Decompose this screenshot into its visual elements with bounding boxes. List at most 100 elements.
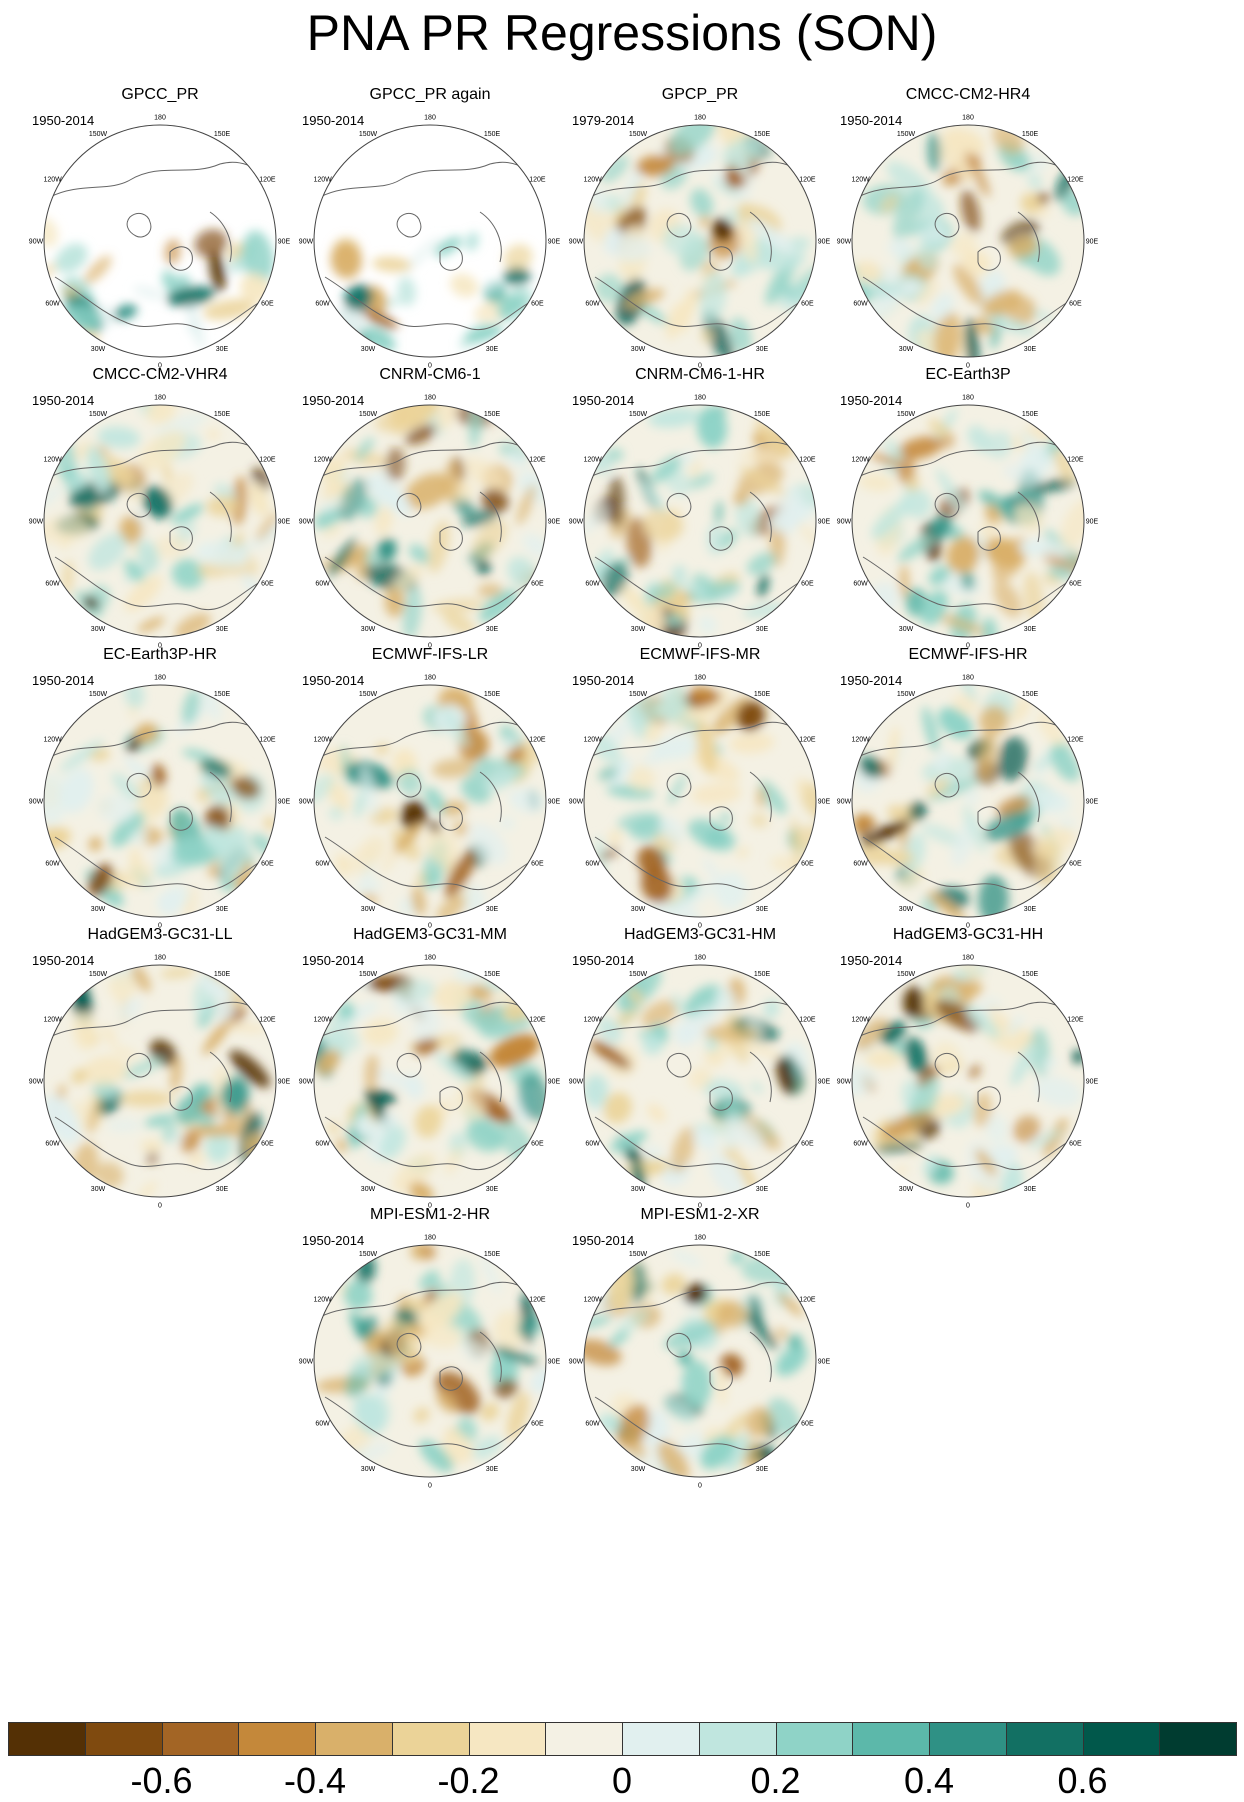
longitude-label: 0 xyxy=(966,643,970,650)
field-blob xyxy=(985,1114,1008,1145)
longitude-label: 30W xyxy=(631,906,646,913)
field-blob xyxy=(893,1165,909,1175)
longitude-label: 60E xyxy=(261,301,274,308)
field-blob xyxy=(1020,192,1042,214)
field-blob xyxy=(854,1018,888,1051)
field-blob xyxy=(776,1056,795,1095)
field-blob xyxy=(202,298,256,321)
field-blob xyxy=(880,194,899,213)
longitude-label: 60E xyxy=(531,581,544,588)
longitude-label: 120W xyxy=(43,1017,62,1024)
field-blob xyxy=(922,706,939,752)
longitude-label: 120E xyxy=(799,1297,816,1304)
longitude-label: 0 xyxy=(428,1483,432,1490)
longitude-label: 120E xyxy=(799,177,816,184)
field-blob xyxy=(881,1110,933,1139)
map-panel: MPI-ESM1-2-HR 1950-2014 180 150E 120E 90E 60E 3… xyxy=(290,1206,570,1506)
panel-title: EC-Earth3P xyxy=(925,366,1011,383)
field-blob xyxy=(55,243,88,273)
field-blob xyxy=(961,250,991,276)
longitude-label: 150E xyxy=(754,131,771,138)
longitude-label: 60W xyxy=(853,1141,868,1148)
field-blob xyxy=(154,841,174,870)
polar-map: 180 150E 120E 90E 60E 30E 0 30W 60W 90W 120W 150W xyxy=(29,675,291,930)
field-blob xyxy=(658,685,687,723)
longitude-label: 30E xyxy=(756,1186,769,1193)
field-blob xyxy=(741,1041,781,1059)
field-blob xyxy=(119,1056,167,1080)
field-blob xyxy=(355,437,375,461)
field-blob xyxy=(960,189,981,233)
colorbar-cell xyxy=(929,1722,1007,1756)
longitude-label: 30W xyxy=(361,346,376,353)
panel-period: 1950-2014 xyxy=(302,113,365,128)
colorbar-cell xyxy=(8,1722,86,1756)
field-blob xyxy=(83,596,99,610)
panel-title: MPI-ESM1-2-HR xyxy=(369,1206,490,1223)
coastline xyxy=(857,161,1084,331)
map-boundary xyxy=(851,124,1085,358)
longitude-label: 120E xyxy=(529,1017,546,1024)
longitude-label: 90W xyxy=(837,1079,852,1086)
longitude-label: 180 xyxy=(424,395,436,402)
field-blob xyxy=(886,161,933,200)
field-blob xyxy=(364,548,382,567)
field-blob xyxy=(508,788,546,813)
field-blob xyxy=(418,1291,463,1331)
field-blob xyxy=(1041,1058,1060,1070)
field-blob xyxy=(206,496,238,517)
field-blob xyxy=(899,564,909,599)
field-blob xyxy=(702,857,721,881)
map-panel: CMCC-CM2-HR4 1950-2014 180 150E 120E 90E 60E 30… xyxy=(828,86,1108,386)
field-blob xyxy=(750,1081,764,1094)
longitude-label: 60E xyxy=(531,301,544,308)
field-blob xyxy=(688,1066,713,1090)
field-blob xyxy=(642,1034,663,1055)
panel-period: 1950-2014 xyxy=(572,393,635,408)
longitude-label: 120E xyxy=(529,737,546,744)
field-blob xyxy=(665,614,684,626)
longitude-label: 90W xyxy=(299,519,314,526)
longitude-label: 150E xyxy=(1022,971,1039,978)
field-blob xyxy=(1012,1115,1041,1143)
polar-map: 180 150E 120E 90E 60E 30E 0 30W 60W 90W 120W 150W xyxy=(29,955,291,1210)
field-blob xyxy=(507,294,528,311)
panel-period: 1950-2014 xyxy=(572,673,635,688)
field-blob xyxy=(729,1249,745,1265)
map-panel: HadGEM3-GC31-LL 1950-2014 180 150E 120E 90E 60… xyxy=(20,926,300,1226)
polar-map: 180 150E 120E 90E 60E 30E 0 30W 60W 90W 120W 150W xyxy=(569,395,831,650)
field-blob xyxy=(450,273,479,298)
longitude-label: 180 xyxy=(154,115,166,122)
longitude-label: 60W xyxy=(585,1421,600,1428)
longitude-label: 30W xyxy=(899,906,914,913)
longitude-label: 90W xyxy=(569,239,584,246)
longitude-label: 30E xyxy=(216,906,229,913)
longitude-label: 150E xyxy=(484,1251,501,1258)
field-blob xyxy=(1060,498,1084,550)
field-blob xyxy=(875,849,914,866)
field-blob xyxy=(171,503,204,524)
field-blob xyxy=(737,220,759,264)
map-panel: EC-Earth3P-HR 1950-2014 180 150E 120E 90E 60E 3… xyxy=(20,646,300,946)
field-blob xyxy=(162,462,173,484)
field-blob xyxy=(319,495,344,512)
field-blob xyxy=(609,1330,630,1346)
panel-period: 1950-2014 xyxy=(32,673,95,688)
field-blob xyxy=(863,820,911,845)
field-blob xyxy=(372,256,412,273)
longitude-label: 60W xyxy=(585,301,600,308)
field-blob xyxy=(967,425,992,453)
field-blob xyxy=(503,267,531,286)
map-boundary xyxy=(583,124,817,358)
coastline xyxy=(857,721,1084,891)
longitude-label: 90E xyxy=(818,799,831,806)
colorbar-cell xyxy=(315,1722,393,1756)
polar-map: 180 150E 120E 90E 60E 30E 0 30W 60W 90W 120W 150W xyxy=(29,115,291,370)
colorbar-cell xyxy=(391,1722,470,1756)
field-blob xyxy=(171,559,205,589)
coastline xyxy=(319,161,546,331)
longitude-label: 30W xyxy=(361,1186,376,1193)
field-blob xyxy=(355,879,382,893)
map-panel: HadGEM3-GC31-MM 1950-2014 180 150E 120E 90E 60… xyxy=(290,926,570,1226)
field-blob xyxy=(1006,1015,1024,1036)
